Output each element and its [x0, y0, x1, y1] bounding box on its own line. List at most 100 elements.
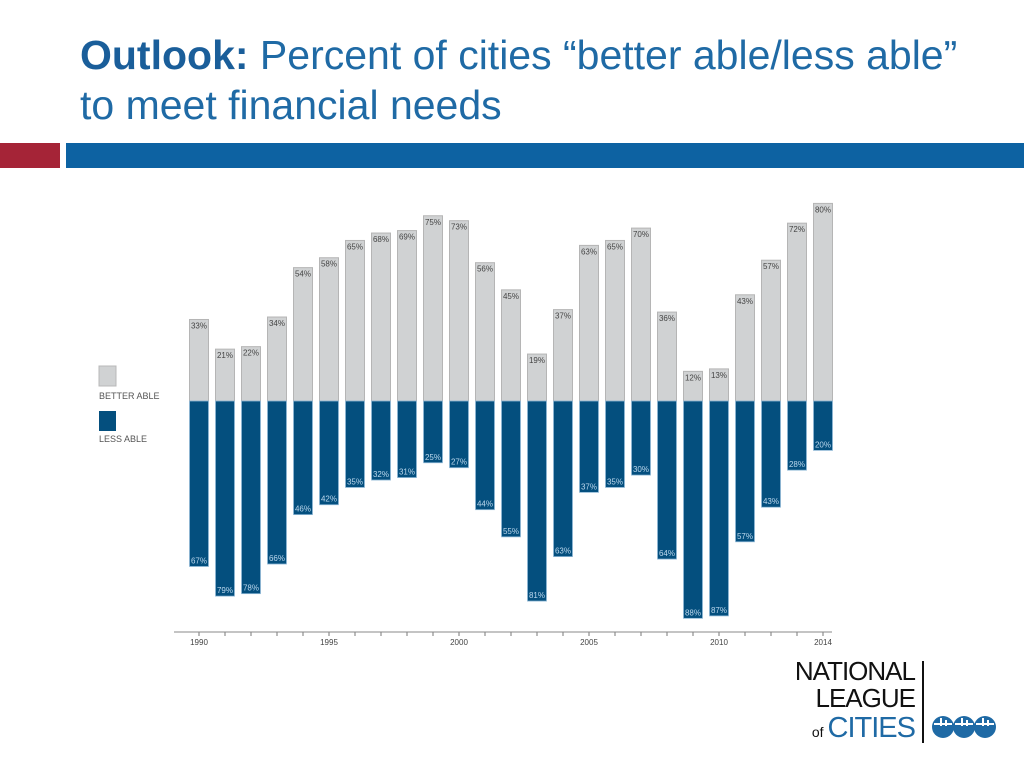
legend-swatch-less-able — [99, 411, 116, 431]
nlc-logo: NATIONAL LEAGUE of CITIES — [770, 658, 1010, 750]
data-label-less-able-2002: 55% — [503, 527, 519, 536]
data-label-less-able-1990: 67% — [191, 556, 207, 565]
data-label-better-able-1995: 58% — [321, 260, 337, 269]
bar-better-able-2008 — [657, 311, 677, 402]
data-label-less-able-2001: 44% — [477, 500, 493, 509]
slide-title: Outlook: Percent of cities “better able/… — [80, 30, 980, 130]
title-rest: Percent of cities “better able/less able… — [80, 32, 958, 128]
bar-less-able-2003 — [527, 400, 547, 602]
legend-label-better-able: BETTER ABLE — [99, 391, 160, 401]
skyline-icon — [932, 716, 996, 738]
data-label-better-able-1999: 75% — [425, 218, 441, 227]
bar-less-able-1994 — [293, 400, 313, 516]
data-label-better-able-2006: 65% — [607, 242, 623, 251]
bar-less-able-2002 — [501, 400, 521, 538]
legend-label-less-able: LESS ABLE — [99, 434, 147, 444]
bar-less-able-1998 — [397, 400, 417, 478]
bar-less-able-2008 — [657, 400, 677, 560]
data-label-better-able-2002: 45% — [503, 292, 519, 301]
logo-text-national: NATIONAL — [794, 656, 916, 686]
bar-better-able-1996 — [345, 239, 365, 402]
data-label-less-able-2009: 88% — [685, 608, 701, 617]
bar-better-able-2006 — [605, 239, 625, 402]
data-label-less-able-1997: 32% — [373, 470, 389, 479]
data-label-less-able-2013: 28% — [789, 460, 805, 469]
data-label-better-able-2000: 73% — [451, 223, 467, 232]
bar-less-able-1991 — [215, 400, 235, 597]
bar-better-able-1994 — [293, 267, 313, 402]
data-label-less-able-2007: 30% — [633, 465, 649, 474]
data-label-less-able-2008: 64% — [659, 549, 675, 558]
data-label-better-able-1994: 54% — [295, 270, 311, 279]
data-label-less-able-1991: 79% — [217, 586, 233, 595]
bar-better-able-2012 — [761, 259, 781, 402]
x-tick-label-2005: 2005 — [580, 638, 598, 647]
title-bold: Outlook: — [80, 32, 249, 78]
x-tick-label-2010: 2010 — [710, 638, 728, 647]
logo-text-league: LEAGUE — [815, 683, 917, 713]
logo-text-cities: CITIES — [827, 712, 916, 744]
legend-swatch-better-able — [98, 365, 117, 387]
data-label-less-able-2011: 57% — [737, 532, 753, 541]
x-tick-label-2000: 2000 — [450, 638, 468, 647]
data-label-less-able-1994: 46% — [295, 505, 311, 514]
x-tick-label-1990: 1990 — [190, 638, 208, 647]
accent-bar-red — [0, 143, 60, 168]
bar-better-able-1990 — [189, 318, 209, 402]
data-label-better-able-2005: 63% — [581, 247, 597, 256]
legend: BETTER ABLE LESS ABLE — [98, 365, 160, 444]
data-label-less-able-1999: 25% — [425, 453, 441, 462]
bar-better-able-2002 — [501, 289, 521, 402]
bar-better-able-2000 — [449, 220, 469, 402]
logo-wordmark: NATIONAL LEAGUE of CITIES — [770, 656, 917, 745]
x-tick-label-2014: 2014 — [814, 638, 832, 647]
data-label-less-able-1995: 42% — [321, 495, 337, 504]
data-label-better-able-2013: 72% — [789, 225, 805, 234]
bar-less-able-1996 — [345, 400, 365, 488]
bar-less-able-1999 — [423, 400, 443, 464]
bar-better-able-1997 — [371, 232, 391, 402]
data-label-better-able-2004: 37% — [555, 312, 571, 321]
bar-better-able-2014 — [813, 202, 833, 402]
data-label-less-able-2010: 87% — [711, 606, 727, 615]
bar-less-able-2011 — [735, 400, 755, 543]
data-label-better-able-1996: 65% — [347, 242, 363, 251]
data-label-better-able-1998: 69% — [399, 233, 415, 242]
bar-better-able-2005 — [579, 244, 599, 402]
data-label-better-able-2010: 13% — [711, 371, 727, 380]
data-label-less-able-2006: 35% — [607, 477, 623, 486]
accent-bar-blue — [66, 143, 1024, 168]
logo-row-cities: of CITIES — [770, 712, 916, 744]
bar-less-able-2000 — [449, 400, 469, 469]
bar-less-able-1995 — [319, 400, 339, 506]
logo-divider — [922, 661, 924, 743]
data-label-better-able-2007: 70% — [633, 230, 649, 239]
bar-less-able-2006 — [605, 400, 625, 488]
data-label-better-able-2003: 19% — [529, 356, 545, 365]
data-label-less-able-2003: 81% — [529, 591, 545, 600]
bar-less-able-2010 — [709, 400, 729, 617]
bar-less-able-2014 — [813, 400, 833, 451]
data-label-better-able-2014: 80% — [815, 205, 831, 214]
bar-less-able-2007 — [631, 400, 651, 476]
bar-less-able-1997 — [371, 400, 391, 481]
bar-better-able-1999 — [423, 215, 443, 402]
bar-better-able-1993 — [267, 316, 287, 402]
data-label-better-able-1997: 68% — [373, 235, 389, 244]
data-label-better-able-1990: 33% — [191, 321, 207, 330]
data-label-better-able-1993: 34% — [269, 319, 285, 328]
bar-less-able-2012 — [761, 400, 781, 508]
bar-less-able-1990 — [189, 400, 209, 567]
data-label-less-able-1998: 31% — [399, 468, 415, 477]
bar-better-able-2001 — [475, 262, 495, 402]
bar-less-able-2013 — [787, 400, 807, 471]
data-label-less-able-2005: 37% — [581, 482, 597, 491]
x-tick-label-1995: 1995 — [320, 638, 338, 647]
data-label-better-able-2012: 57% — [763, 262, 779, 271]
logo-text-of: of — [811, 724, 824, 740]
data-label-better-able-2011: 43% — [737, 297, 753, 306]
bar-less-able-2004 — [553, 400, 573, 558]
data-label-better-able-2008: 36% — [659, 314, 675, 323]
data-label-less-able-2014: 20% — [815, 440, 831, 449]
